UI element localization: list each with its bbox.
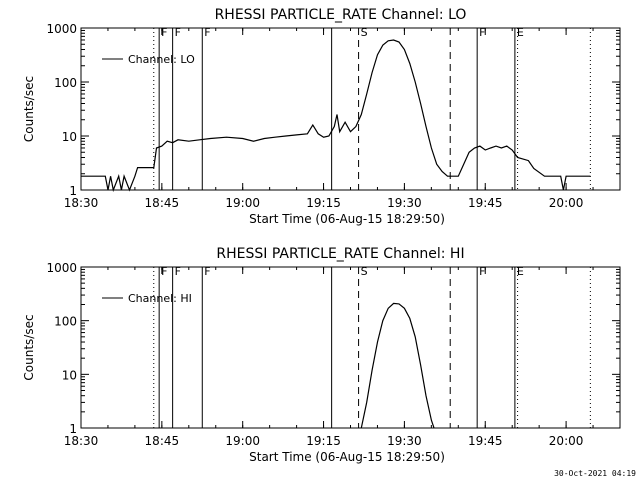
- lo-chart-title: RHESSI PARTICLE_RATE Channel: LO: [215, 7, 467, 23]
- hi-marker-label: F: [204, 265, 210, 278]
- lo-series-line: [81, 39, 591, 193]
- lo-y-tick-label: 1: [69, 184, 77, 198]
- lo-marker-label: F: [161, 26, 167, 39]
- hi-y-tick-label: 100: [54, 315, 77, 329]
- lo-marker-label: F: [204, 26, 210, 39]
- lo-y-tick-label: 10: [62, 130, 77, 144]
- hi-x-tick-label: 18:45: [145, 434, 180, 448]
- lo-y-axis-label: Counts/sec: [22, 76, 36, 142]
- hi-marker-label: F: [175, 265, 181, 278]
- hi-x-axis-label: Start Time (06-Aug-15 18:29:50): [249, 450, 445, 464]
- hi-y-tick-label: 1000: [46, 261, 77, 275]
- hi-x-tick-label: 18:30: [64, 434, 99, 448]
- lo-marker-label: S: [361, 26, 368, 39]
- hi-marker-label: F: [161, 265, 167, 278]
- lo-x-tick-label: 19:00: [225, 196, 260, 210]
- lo-x-tick-label: 19:15: [306, 196, 341, 210]
- footer-timestamp: 30-Oct-2021 04:19: [554, 469, 636, 478]
- hi-y-tick-label: 1: [69, 422, 77, 436]
- hi-x-tick-label: 19:15: [306, 434, 341, 448]
- lo-x-tick-label: 19:30: [387, 196, 422, 210]
- hi-y-tick-label: 10: [62, 368, 77, 382]
- lo-marker-label: F: [175, 26, 181, 39]
- hi-x-tick-label: 19:45: [468, 434, 503, 448]
- lo-legend-label: Channel: LO: [128, 53, 195, 66]
- hi-chart-title: RHESSI PARTICLE_RATE Channel: HI: [216, 246, 464, 262]
- hi-marker-label: E: [517, 265, 524, 278]
- hi-legend-label: Channel: HI: [128, 292, 192, 305]
- hi-x-tick-label: 20:00: [549, 434, 584, 448]
- lo-y-tick-label: 100: [54, 76, 77, 90]
- lo-y-tick-label: 1000: [46, 22, 77, 36]
- lo-x-tick-label: 18:45: [145, 196, 180, 210]
- lo-x-tick-label: 18:30: [64, 196, 99, 210]
- hi-x-tick-label: 19:00: [225, 434, 260, 448]
- lo-marker-label: F: [479, 26, 485, 39]
- hi-x-tick-label: 19:30: [387, 434, 422, 448]
- lo-x-tick-label: 19:45: [468, 196, 503, 210]
- lo-x-tick-label: 20:00: [549, 196, 584, 210]
- lo-x-axis-label: Start Time (06-Aug-15 18:29:50): [249, 212, 445, 226]
- hi-marker-label: F: [479, 265, 485, 278]
- hi-series-line: [360, 302, 435, 429]
- lo-marker-label: E: [517, 26, 524, 39]
- hi-marker-label: S: [361, 265, 368, 278]
- hi-y-axis-label: Counts/sec: [22, 314, 36, 380]
